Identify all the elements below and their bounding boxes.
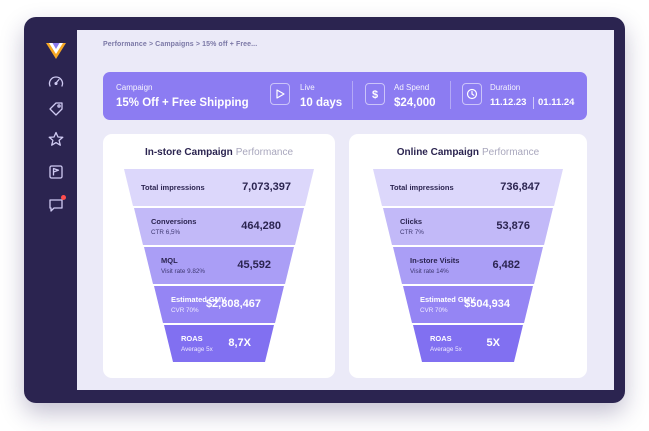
campaign-name: 15% Off + Free Shipping bbox=[116, 97, 249, 109]
funnel-row-metric: Average 5x bbox=[181, 346, 213, 353]
funnel-segment bbox=[383, 208, 553, 245]
card-title-main: Online Campaign bbox=[396, 147, 479, 158]
funnel-row[interactable]: Estimated GMV CVR 70% $504,934 bbox=[403, 286, 533, 323]
funnel-row-value: 8,7X bbox=[228, 337, 251, 349]
live-label: Live bbox=[300, 83, 315, 92]
card-title-main: In-store Campaign bbox=[144, 147, 233, 158]
date-separator bbox=[533, 97, 534, 109]
funnel-row[interactable]: Clicks CTR 7% 53,876 bbox=[383, 208, 553, 245]
funnel-row-metric: Visit rate 9.82% bbox=[161, 268, 205, 275]
ad-spend-label: Ad Spend bbox=[394, 83, 430, 92]
funnel-segment bbox=[124, 169, 314, 206]
funnel-row-metric: Visit rate 14% bbox=[410, 268, 449, 275]
funnel-row-value: 7,073,397 bbox=[242, 181, 291, 193]
funnel-row-value: $2,808,467 bbox=[205, 298, 261, 310]
funnel-row[interactable]: Conversions CTR 6,5% 464,280 bbox=[134, 208, 304, 245]
funnel-row-value: 5X bbox=[486, 337, 500, 349]
funnel-segment bbox=[164, 325, 274, 362]
dollar-icon: $ bbox=[365, 83, 385, 105]
funnel-row-label: Estimated GMV bbox=[171, 295, 227, 304]
funnel-row[interactable]: ROAS Average 5x 8,7X bbox=[164, 325, 274, 362]
breadcrumb[interactable]: Performance > Campaigns > 15% off + Free… bbox=[103, 41, 258, 48]
duration-end: 01.11.24 bbox=[538, 97, 575, 108]
svg-text:$: $ bbox=[372, 89, 378, 100]
funnel-row[interactable]: Estimated GMV CVR 70% $2,808,467 bbox=[154, 286, 284, 323]
main-content: Performance > Campaigns > 15% off + Free… bbox=[77, 30, 614, 390]
funnel-row-label: Total impressions bbox=[141, 183, 205, 192]
funnel-row[interactable]: Total impressions 736,847 bbox=[373, 169, 563, 206]
funnel-row-value: 464,280 bbox=[241, 220, 281, 232]
funnel-row[interactable]: In-store Visits Visit rate 14% 6,482 bbox=[393, 247, 543, 284]
funnel-row[interactable]: MQL Visit rate 9.82% 45,592 bbox=[144, 247, 294, 284]
play-icon bbox=[270, 83, 290, 105]
card-title-sub: Performance bbox=[481, 147, 540, 158]
card-title-sub: Performance bbox=[235, 147, 294, 158]
funnel-row[interactable]: ROAS Average 5x 5X bbox=[413, 325, 523, 362]
funnel-row-value: 6,482 bbox=[492, 259, 520, 271]
duration-start: 11.12.23 bbox=[490, 97, 527, 108]
divider bbox=[352, 81, 353, 109]
live-duration: 10 days bbox=[300, 97, 343, 109]
funnel-segment bbox=[393, 247, 543, 284]
funnel-segment bbox=[413, 325, 523, 362]
card-title: Online Campaign Performance bbox=[349, 147, 587, 158]
funnel-row[interactable]: Total impressions 7,073,397 bbox=[124, 169, 314, 206]
funnel-row-label: Total impressions bbox=[390, 183, 454, 192]
funnel-segment bbox=[134, 208, 304, 245]
funnel-row-label: MQL bbox=[161, 256, 178, 265]
funnel-row-label: Estimated GMV bbox=[420, 295, 476, 304]
funnel-row-label: Clicks bbox=[400, 217, 423, 226]
funnel-row-metric: Average 5x bbox=[430, 346, 462, 353]
funnel-row-label: In-store Visits bbox=[410, 256, 460, 265]
online-campaign-card: Online Campaign Performance Total impress… bbox=[349, 134, 587, 378]
funnel-row-label: ROAS bbox=[181, 334, 203, 343]
tag-icon[interactable] bbox=[47, 100, 65, 118]
ad-spend-value: $24,000 bbox=[394, 97, 436, 109]
star-icon[interactable] bbox=[47, 130, 65, 148]
funnel-row-label: Conversions bbox=[151, 217, 197, 226]
funnel-row-metric: CTR 6,5% bbox=[151, 229, 181, 236]
funnel-row-value: 53,876 bbox=[496, 220, 530, 232]
funnel-row-value: 736,847 bbox=[500, 181, 540, 193]
funnel-segment bbox=[403, 286, 533, 323]
duration-label: Duration bbox=[490, 83, 521, 92]
funnel-row-label: ROAS bbox=[430, 334, 452, 343]
flag-icon[interactable] bbox=[47, 163, 65, 181]
funnel-row-value: 45,592 bbox=[237, 259, 271, 271]
instore-campaign-card: In-store Campaign Performance Total impre… bbox=[103, 134, 335, 378]
campaign-label: Campaign bbox=[116, 83, 153, 92]
chat-icon[interactable] bbox=[47, 195, 66, 214]
clock-icon bbox=[462, 83, 482, 105]
notification-dot bbox=[61, 195, 66, 200]
funnel-row-metric: CVR 70% bbox=[420, 307, 448, 314]
card-title: In-store Campaign Performance bbox=[103, 147, 335, 158]
funnel-row-metric: CTR 7% bbox=[400, 229, 424, 236]
sidebar bbox=[36, 30, 77, 390]
funnel-segment bbox=[154, 286, 284, 323]
funnel-row-metric: CVR 70% bbox=[171, 307, 199, 314]
funnel-segment bbox=[144, 247, 294, 284]
gauge-icon[interactable] bbox=[47, 73, 65, 91]
funnel-segment bbox=[373, 169, 563, 206]
funnel-row-value: $504,934 bbox=[464, 298, 510, 310]
divider bbox=[450, 81, 451, 109]
campaign-summary-bar: Campaign 15% Off + Free Shipping Live 10… bbox=[103, 72, 587, 120]
brand-logo-icon[interactable] bbox=[44, 40, 68, 62]
